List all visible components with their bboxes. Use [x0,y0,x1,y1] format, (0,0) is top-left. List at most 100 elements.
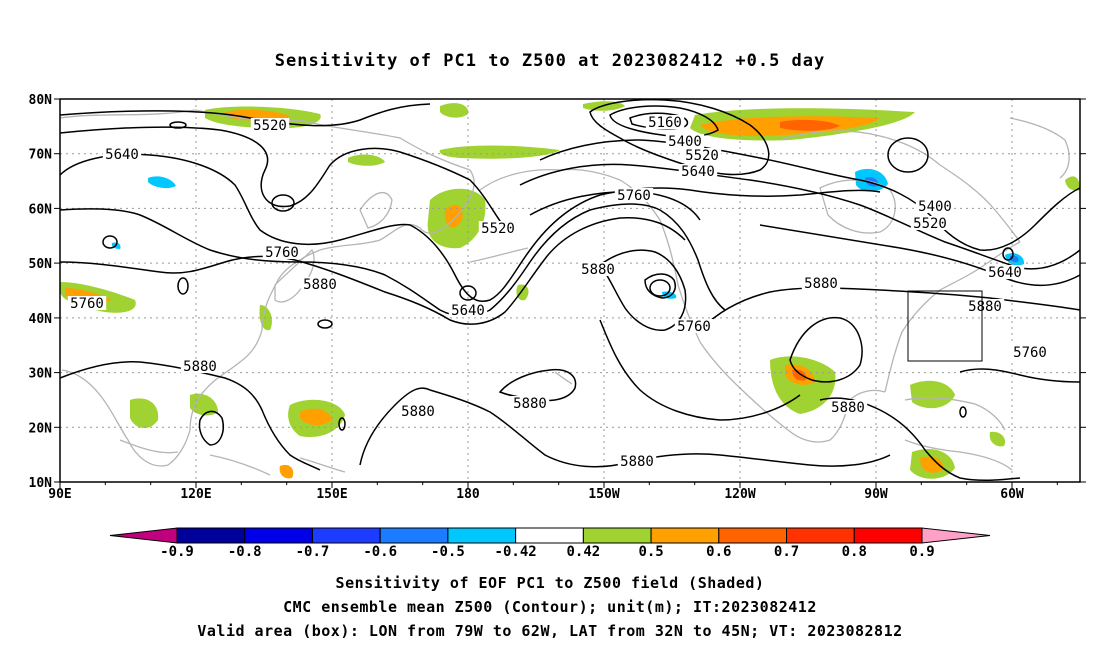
contour-label-bg [828,400,868,414]
shade-patch [348,154,385,166]
colorbar-cell [379,527,449,544]
coastline-japan [274,248,315,303]
contour-label: 5640 [681,164,715,180]
contour-label: 5880 [513,396,547,412]
coastline-mexico [787,389,886,443]
colorbar-label: 0.8 [842,544,867,560]
valid-area-box [907,290,983,362]
colorbar-label: 0.42 [567,544,601,560]
contour-label: 5520 [913,216,947,232]
contour-label: 5760 [1013,345,1047,361]
contour-label: 5760 [265,245,299,261]
coastline-greenland [1009,117,1070,179]
coastline-na-west [659,219,789,431]
lat-label: 10N [29,476,53,491]
caption-line-2: CMC ensemble mean Z500 (Contour); unit(m… [283,598,817,616]
contour-label: 5640 [105,147,139,163]
contour-label-bg [801,276,841,290]
contour-line [789,316,863,383]
colorbar-cell [244,527,313,544]
contour-line [198,410,224,446]
shade-patch [516,284,529,301]
contour-label: 5880 [968,299,1002,315]
coastline-caribbean [904,397,1006,431]
colorbar-cell [853,527,923,544]
contour-label-bg [674,319,714,333]
contour-label-bg [478,221,518,235]
contour-label-bg [1010,345,1050,359]
contour-line [59,216,686,325]
shade-patch [440,103,469,118]
colorbar-cell [650,527,720,544]
colorbar-cell [311,527,381,544]
lat-label: 30N [29,367,53,382]
contour-line [59,360,321,471]
contour-line [59,153,881,302]
contour-label-bg [398,404,438,418]
contour-label-bg [250,118,290,132]
contour-label: 5880 [581,262,615,278]
contour-label-bg [678,164,718,178]
coastline-hudson [819,179,896,234]
lat-label: 50N [29,257,53,272]
coastline-aleutians [469,247,529,263]
coastline-south-america [904,439,1013,471]
contour-labels: 5520564051605400552056405760540055205640… [67,115,1050,470]
colorbar-label: 0.5 [638,544,663,560]
contour-label-bg [645,115,685,129]
contour-label-bg [578,262,618,276]
shade-patch [780,119,840,131]
lon-label: 120W [724,487,755,502]
colorbar-cell [718,527,788,544]
colorbar-cell [515,527,584,544]
contour-line [598,249,687,331]
lon-label: 150E [316,487,347,502]
contour-line [599,319,801,421]
coastline-hawaii [554,371,573,385]
colorbar-label: -0.6 [363,544,397,560]
figure-title: Sensitivity of PC1 to Z500 at 2023082412… [274,51,826,71]
contour-label: 5400 [668,134,702,150]
colorbar-label: -0.8 [228,544,262,560]
contour-label: 5880 [831,400,865,416]
contour-label-bg [617,454,657,468]
shade-patch [1065,176,1080,191]
contour-label-bg [965,299,1005,313]
contour-line [1002,247,1014,261]
contour-line [887,137,929,173]
colorbar-label: -0.9 [160,544,194,560]
shade-patch [792,369,807,381]
contour-label-bg [614,188,654,202]
shade-patch [910,380,955,409]
z500-contours [59,98,1081,482]
colorbar-label: -0.42 [495,544,537,560]
lat-label: 40N [29,312,53,327]
coastline-arctic-islands [779,130,941,166]
coastline-indonesia [119,439,346,476]
contour-line [59,203,726,317]
lat-label: 60N [29,202,53,217]
contour-label-bg [300,277,340,291]
contour-line [338,417,346,431]
contour-line [539,139,1081,251]
colorbar-low-triangle [109,527,178,544]
contour-label: 5160 [648,115,682,131]
coastlines [59,109,1070,476]
contour-label: 5880 [620,454,654,470]
contour-label-bg [262,245,302,259]
lon-label: 180 [456,487,480,502]
contour-label-bg [67,296,107,310]
colorbar-cell [176,527,246,544]
contour-line [271,194,295,212]
caption-line-1: Sensitivity of EOF PC1 to Z500 field (Sh… [335,574,765,592]
colorbar-label: 0.7 [774,544,799,560]
contour-line [699,287,1081,331]
shade-patch [190,393,218,416]
map-frame [59,98,1081,483]
shade-patch [130,398,159,429]
contour-label-bg [510,396,550,410]
lat-label: 20N [29,421,53,436]
shade-patch [770,356,836,414]
contour-label-bg [682,148,722,162]
